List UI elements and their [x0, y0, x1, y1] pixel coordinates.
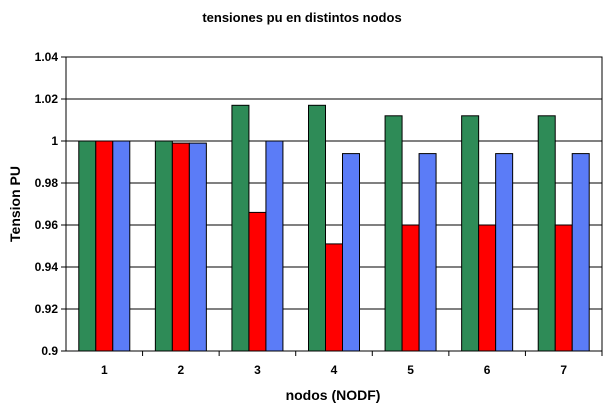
y-tick-label: 1.02 — [35, 92, 59, 106]
bar-series-1-node-5 — [384, 115, 403, 352]
y-tick-label: 0.96 — [35, 218, 59, 232]
bar-series-3-node-7 — [571, 153, 590, 352]
bar-series-1-node-1 — [78, 140, 97, 352]
bar-series-1-node-2 — [154, 140, 173, 352]
bar-series-2-node-6 — [478, 224, 497, 352]
y-axis: 0.9 0.92 0.94 0.96 0.98 1 1.02 1.04 — [35, 50, 66, 358]
x-tick-label: 4 — [331, 363, 338, 377]
bar-series-2-node-1 — [95, 140, 114, 352]
chart-title: tensiones pu en distintos nodos — [202, 10, 401, 25]
x-axis: 1 2 3 4 5 6 7 — [101, 351, 603, 377]
bar-series-1-node-4 — [308, 104, 326, 352]
bar-series-3-node-4 — [342, 153, 360, 352]
x-tick-label: 6 — [484, 363, 491, 377]
bar-series-3-node-2 — [188, 142, 207, 352]
bar-series-3-node-5 — [418, 153, 437, 352]
y-tick-label: 1 — [51, 134, 58, 148]
bar-series-1-node-3 — [231, 104, 250, 352]
y-tick-label: 0.98 — [35, 176, 59, 190]
x-axis-label: nodos (NODF) — [286, 387, 381, 403]
y-tick-label: 0.94 — [35, 260, 59, 274]
bars — [78, 104, 590, 352]
bar-series-2-node-5 — [401, 224, 420, 352]
bar-series-1-node-6 — [461, 115, 480, 352]
x-tick-label: 3 — [254, 363, 261, 377]
y-tick-label: 0.92 — [35, 302, 59, 316]
bar-series-2-node-3 — [248, 211, 267, 352]
bar-series-3-node-1 — [112, 140, 131, 352]
y-axis-label: Tension PU — [7, 166, 23, 242]
bar-series-2-node-2 — [171, 142, 190, 352]
x-tick-label: 5 — [407, 363, 414, 377]
y-tick-label: 1.04 — [35, 50, 59, 64]
bar-series-2-node-7 — [554, 224, 573, 352]
x-tick-label: 7 — [560, 363, 567, 377]
bar-series-2-node-4 — [325, 243, 343, 352]
bar-series-3-node-6 — [495, 153, 514, 352]
bar-series-1-node-7 — [537, 115, 556, 352]
x-tick-label: 2 — [178, 363, 185, 377]
x-tick-label: 1 — [101, 363, 108, 377]
y-tick-label: 0.9 — [41, 344, 58, 358]
bar-series-3-node-3 — [265, 140, 284, 352]
